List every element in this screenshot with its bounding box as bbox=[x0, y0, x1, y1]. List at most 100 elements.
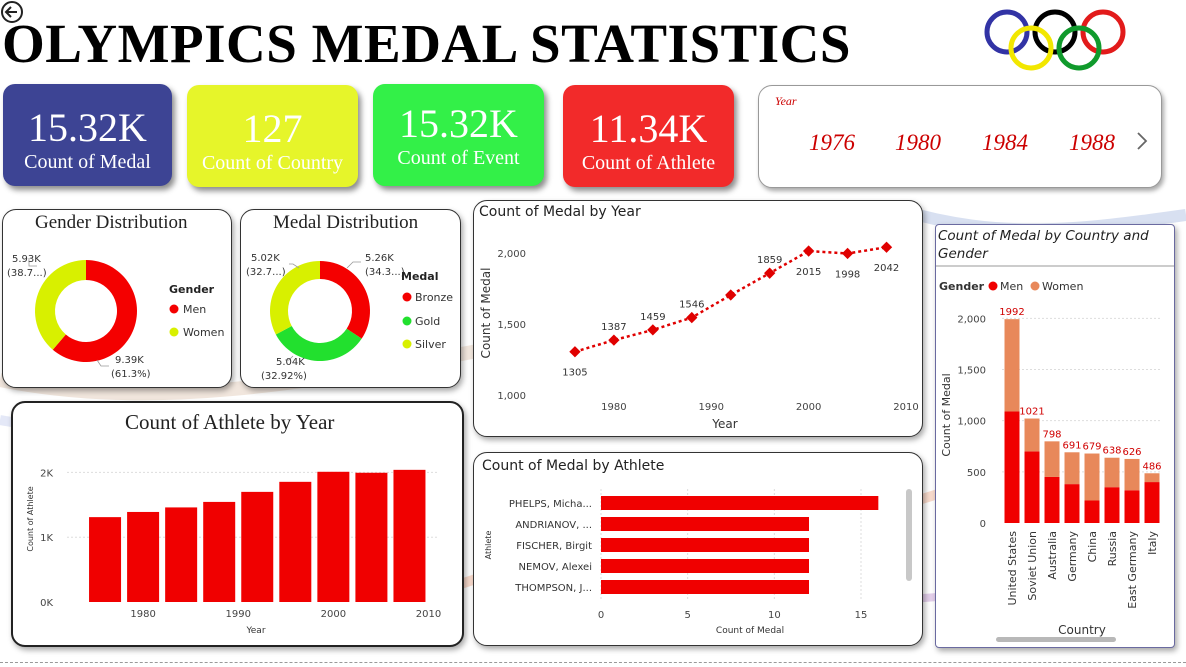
kpi-count-of-country: 127 Count of Country bbox=[187, 85, 358, 187]
x-tick-label: 2000 bbox=[321, 609, 346, 620]
data-label: 2015 bbox=[796, 267, 821, 278]
chevron-right-icon[interactable] bbox=[1135, 130, 1149, 152]
back-arrow-icon[interactable] bbox=[0, 0, 24, 24]
label-gold-value: 5.04K bbox=[276, 357, 305, 368]
vertical-scrollbar[interactable] bbox=[906, 489, 912, 581]
category-label: NEMOV, Alexei bbox=[519, 562, 592, 573]
kpi-count-of-athlete: 11.34K Count of Athlete bbox=[563, 85, 734, 187]
y-tick-label: 1,500 bbox=[957, 366, 986, 377]
y-tick-label: 1,000 bbox=[957, 417, 986, 428]
total-label: 1992 bbox=[999, 307, 1024, 318]
total-label: 1021 bbox=[1019, 407, 1044, 418]
y-tick-label: 2K bbox=[40, 468, 53, 479]
label-silver-value: 5.02K bbox=[251, 253, 280, 264]
medal-by-athlete-card: Count of Medal by Athlete 0 5 10 15 PHELPS, … bbox=[473, 452, 923, 646]
bar bbox=[127, 511, 160, 602]
total-label: 679 bbox=[1082, 442, 1101, 453]
total-label: 626 bbox=[1122, 447, 1141, 458]
category-label: Italy bbox=[1146, 531, 1159, 555]
card-title: Medal Distribution bbox=[273, 212, 419, 233]
kpi-label: Count of Medal bbox=[24, 151, 151, 173]
bar bbox=[601, 538, 809, 552]
kpi-value: 15.32K bbox=[28, 105, 147, 150]
medal-by-athlete-bar-chart: 0 5 10 15 PHELPS, Micha... ANDRIANOV, ... FISC… bbox=[484, 489, 912, 636]
bar bbox=[601, 580, 809, 594]
bar bbox=[601, 559, 809, 573]
label-women-value: 5.93K bbox=[12, 254, 41, 265]
bar-segment-women bbox=[1084, 453, 1100, 501]
bar-segment-men bbox=[1104, 487, 1120, 523]
label-men-value: 9.39K bbox=[115, 355, 144, 366]
bar-segment-men bbox=[1004, 411, 1020, 523]
slicer-year-1980[interactable]: 1980 bbox=[895, 130, 941, 155]
data-point bbox=[647, 324, 659, 336]
bar bbox=[165, 507, 198, 602]
data-point bbox=[608, 334, 620, 346]
bar-segment-women bbox=[1124, 458, 1140, 491]
medal-by-country-stacked-chart: Gender Men Women 0 500 1,000 1,500 2,000 1992… bbox=[936, 265, 1174, 642]
data-point bbox=[880, 241, 893, 253]
data-label: 1387 bbox=[601, 322, 626, 333]
legend-title: Gender bbox=[169, 283, 215, 296]
legend-label-women: Women bbox=[183, 326, 224, 339]
total-label: 638 bbox=[1102, 446, 1121, 457]
olympic-rings-logo bbox=[984, 9, 1126, 71]
data-label: 1305 bbox=[562, 368, 587, 379]
x-tick-label: 1990 bbox=[226, 609, 251, 620]
y-axis-label: Athlete bbox=[484, 531, 493, 560]
kpi-value: 127 bbox=[242, 106, 303, 151]
data-label: 1546 bbox=[679, 300, 704, 311]
donut-slice-silver bbox=[270, 261, 320, 335]
legend-label-men: Men bbox=[183, 303, 206, 316]
category-label: Russia bbox=[1106, 531, 1119, 566]
medal-by-year-card: Count of Medal by Year 1,000 1,500 2,000 19… bbox=[473, 200, 923, 437]
data-label: 1859 bbox=[757, 255, 782, 266]
bar-segment-women bbox=[1024, 418, 1040, 452]
data-point bbox=[725, 289, 737, 301]
x-tick-label: 5 bbox=[684, 610, 690, 621]
x-tick-label: 1990 bbox=[699, 402, 724, 413]
data-point bbox=[841, 247, 854, 260]
legend-label-women: Women bbox=[1042, 280, 1083, 293]
slicer-year-1984[interactable]: 1984 bbox=[982, 130, 1028, 155]
y-tick-label: 2,000 bbox=[957, 314, 986, 325]
x-axis-label: Year bbox=[711, 417, 737, 431]
gender-donut-chart: 5.93K (38.7...) 9.39K (61.3%) Gender Men… bbox=[7, 254, 224, 380]
label-women-pct: (38.7...) bbox=[7, 268, 47, 279]
legend-marker-men bbox=[169, 304, 179, 314]
donut-slice-men bbox=[52, 260, 137, 362]
bar-segment-women bbox=[1064, 452, 1080, 485]
legend-label-gold: Gold bbox=[415, 315, 440, 328]
bar bbox=[317, 471, 350, 602]
kpi-count-of-medal: 15.32K Count of Medal bbox=[3, 84, 172, 186]
category-label: China bbox=[1086, 531, 1099, 562]
x-tick-label: 2010 bbox=[893, 402, 918, 413]
bar bbox=[601, 496, 879, 510]
bar bbox=[601, 517, 809, 531]
label-gold-pct: (32.92%) bbox=[261, 371, 307, 382]
label-bronze-pct: (34.3...) bbox=[365, 267, 405, 278]
category-label: United States bbox=[1006, 531, 1019, 606]
y-tick-label: 500 bbox=[967, 468, 986, 479]
bar bbox=[393, 469, 426, 602]
total-label: 486 bbox=[1142, 461, 1161, 472]
y-tick-label: 1,000 bbox=[497, 391, 526, 402]
bar bbox=[355, 472, 388, 602]
x-tick-label: 10 bbox=[768, 610, 781, 621]
label-silver-pct: (32.7...) bbox=[246, 267, 286, 278]
x-tick-label: 2000 bbox=[796, 402, 821, 413]
medal-by-country-card: Count of Medal by Country and Gender Gen… bbox=[935, 224, 1175, 648]
medal-donut-chart: 5.02K (32.7...) 5.26K (34.3...) 5.04K (3… bbox=[246, 253, 453, 382]
athlete-by-year-card: Count of Athlete by Year 0K 1K 2K 1980 1990 2… bbox=[11, 401, 464, 647]
bar-segment-women bbox=[1044, 441, 1060, 477]
slicer-year-1988[interactable]: 1988 bbox=[1069, 130, 1115, 155]
page-title: OLYMPICS MEDAL STATISTICS bbox=[2, 13, 851, 74]
slicer-year-1976[interactable]: 1976 bbox=[809, 130, 855, 155]
horizontal-scrollbar[interactable] bbox=[996, 637, 1116, 642]
card-title: Count of Athlete by Year bbox=[125, 410, 335, 434]
legend-marker-bronze bbox=[402, 292, 412, 302]
category-label: Soviet Union bbox=[1026, 531, 1039, 601]
donut-slice-gold bbox=[275, 326, 362, 361]
bar-segment-women bbox=[1144, 473, 1160, 483]
data-label: 1459 bbox=[640, 312, 665, 323]
